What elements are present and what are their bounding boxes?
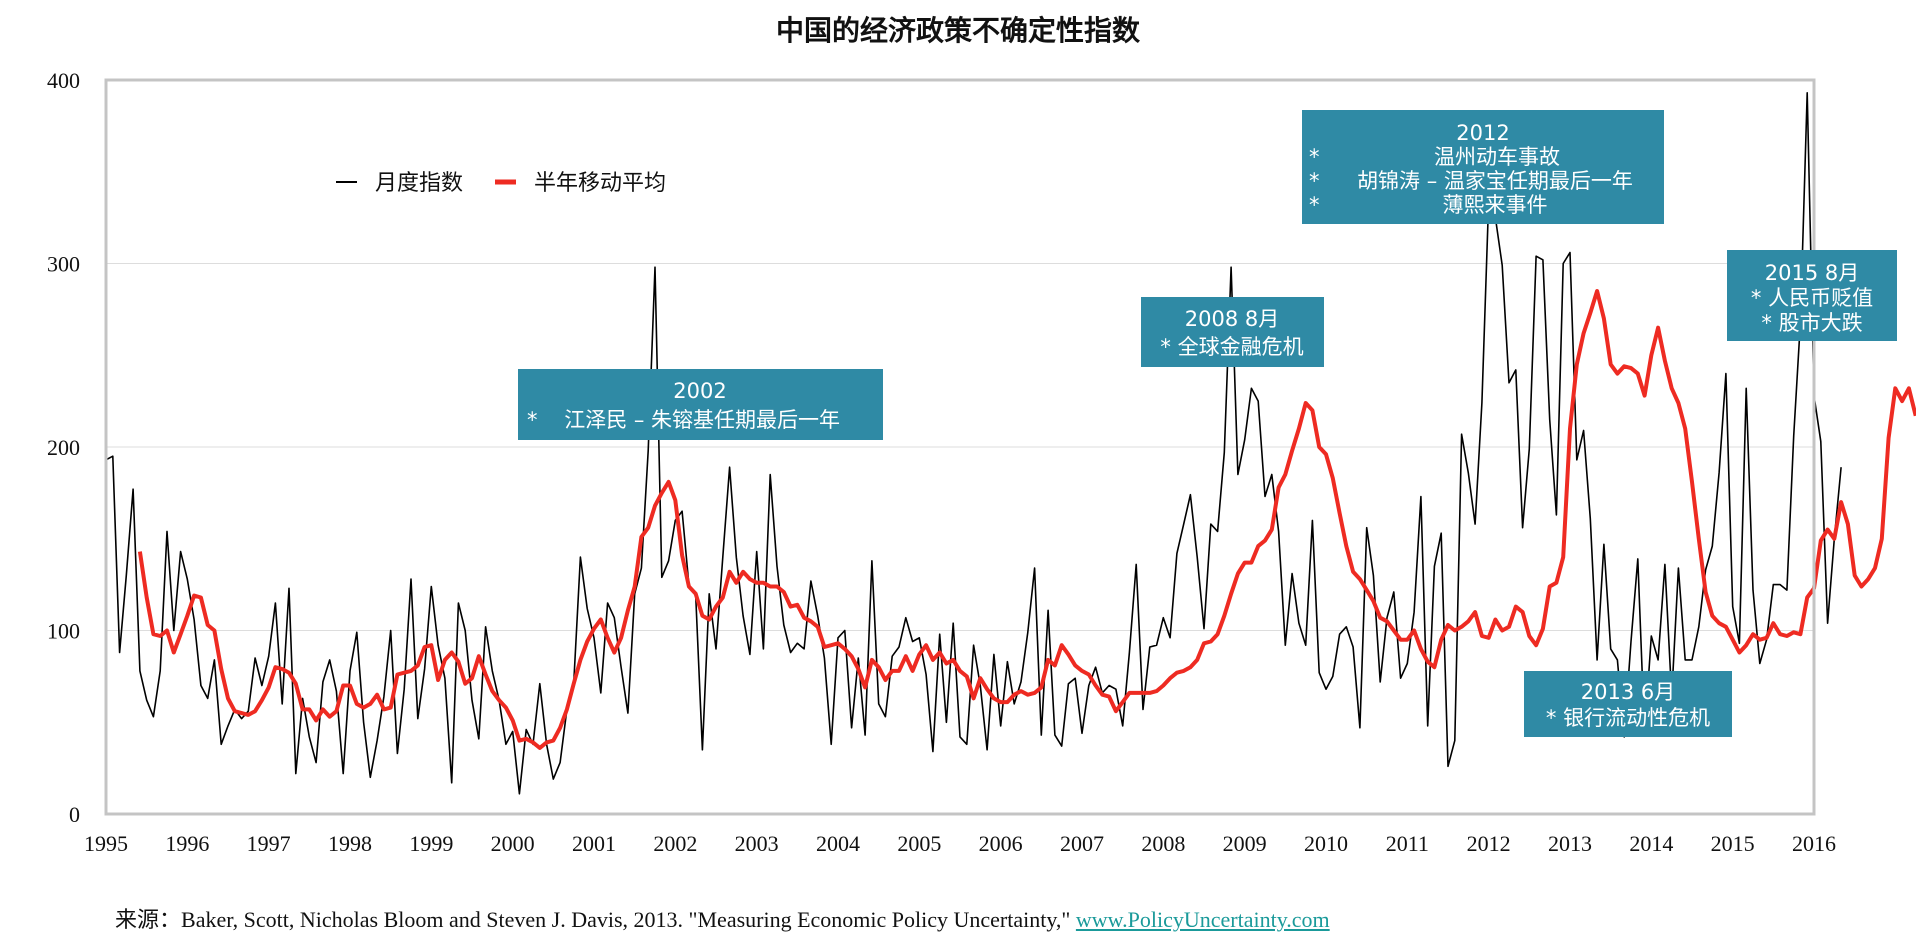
x-tick-label: 2001 — [572, 831, 616, 856]
annotation-2002: 2002 * 江泽民 – 朱镕基任期最后一年 — [518, 369, 883, 440]
legend: 月度指数 半年移动平均 — [336, 171, 666, 196]
x-tick-label: 1996 — [165, 831, 209, 856]
x-tick-label: 2008 — [1141, 831, 1185, 856]
annotation-2012-bullet-1: * — [1309, 145, 1320, 169]
annotation-2015-item-1: * 人民币贬值 — [1751, 286, 1873, 310]
series-line-moving-average — [137, 289, 1916, 750]
annotation-2013-item: * 银行流动性危机 — [1546, 706, 1710, 730]
x-tick-label: 2004 — [816, 831, 860, 856]
annotation-2008-box — [1141, 297, 1324, 367]
annotation-2008-item: * 全球金融危机 — [1160, 335, 1303, 359]
annotation-2012-item-1: 温州动车事故 — [1434, 145, 1560, 169]
x-tick-label: 2014 — [1629, 831, 1673, 856]
x-tick-label: 2015 — [1711, 831, 1755, 856]
series-line-monthly — [105, 92, 1842, 795]
x-tick-label: 2010 — [1304, 831, 1348, 856]
annotation-2002-title: 2002 — [673, 379, 726, 403]
legend-average-label: 半年移动平均 — [534, 171, 666, 196]
annotation-2012-title: 2012 — [1456, 121, 1509, 145]
x-tick-label: 1998 — [328, 831, 372, 856]
source-label: 来源： — [115, 907, 182, 932]
plot-frame — [104, 78, 1816, 816]
annotation-2015-item-2: * 股市大跌 — [1761, 311, 1862, 335]
annotation-2015-title: 2015 8月 — [1765, 261, 1859, 285]
annotation-2013-title: 2013 6月 — [1581, 680, 1675, 704]
x-tick-label: 2011 — [1386, 831, 1429, 856]
annotation-2012-bullet-3: * — [1309, 193, 1320, 217]
source-text: Baker, Scott, Nicholas Bloom and Steven … — [181, 907, 1076, 932]
y-tick-label: 0 — [69, 802, 80, 827]
x-tick-label: 2013 — [1548, 831, 1592, 856]
x-tick-label: 2002 — [653, 831, 697, 856]
x-tick-label: 2007 — [1060, 831, 1104, 856]
source-citation: 来源：Baker, Scott, Nicholas Bloom and Stev… — [115, 902, 1330, 934]
x-tick-label: 2012 — [1467, 831, 1511, 856]
annotation-2013-box — [1524, 671, 1732, 737]
x-tick-label: 2005 — [897, 831, 941, 856]
x-tick-label: 2006 — [979, 831, 1023, 856]
y-tick-label: 200 — [47, 435, 80, 460]
annotation-2015-box — [1727, 250, 1897, 341]
x-tick-label: 1997 — [247, 831, 291, 856]
y-axis-ticks: 0 100 200 300 400 — [47, 68, 80, 827]
y-tick-label: 400 — [47, 68, 80, 93]
x-axis-ticks: 1995 1996 1997 1998 1999 2000 2001 2002 2003 2004… — [84, 831, 1836, 856]
x-tick-label: 1995 — [84, 831, 128, 856]
chart-title: 中国的经济政策不确定性指数 — [776, 14, 1141, 47]
series-lines — [105, 92, 1916, 795]
annotation-2012-bullet-2: * — [1309, 169, 1320, 193]
y-tick-label: 300 — [47, 252, 80, 277]
annotation-2008-title: 2008 8月 — [1185, 307, 1279, 331]
annotation-2015: 2015 8月 * 人民币贬值 * 股市大跌 — [1727, 250, 1897, 341]
source-link[interactable]: www.PolicyUncertainty.com — [1075, 907, 1330, 932]
annotation-2013: 2013 6月 * 银行流动性危机 — [1524, 671, 1732, 737]
uncertainty-chart: 中国的经济政策不确定性指数 0 100 200 300 400 1995 1996 1997… — [47, 14, 1916, 856]
legend-monthly-label: 月度指数 — [375, 171, 463, 196]
annotation-2012-box — [1302, 110, 1664, 224]
annotation-2012-item-3: 薄熙来事件 — [1443, 193, 1548, 217]
annotation-2012-item-2: 胡锦涛 – 温家宝任期最后一年 — [1357, 169, 1633, 193]
y-tick-label: 100 — [47, 619, 80, 644]
x-tick-label: 2009 — [1223, 831, 1267, 856]
annotation-2008: 2008 8月 * 全球金融危机 — [1141, 297, 1324, 367]
annotation-2002-item: * 江泽民 – 朱镕基任期最后一年 — [527, 408, 840, 432]
x-tick-label: 2016 — [1792, 831, 1836, 856]
annotation-2012: 2012 * 温州动车事故 * 胡锦涛 – 温家宝任期最后一年 * 薄熙来事件 — [1302, 110, 1664, 224]
x-tick-label: 2000 — [491, 831, 535, 856]
annotation-2002-box — [518, 369, 883, 440]
x-tick-label: 2003 — [735, 831, 779, 856]
x-tick-label: 1999 — [409, 831, 453, 856]
